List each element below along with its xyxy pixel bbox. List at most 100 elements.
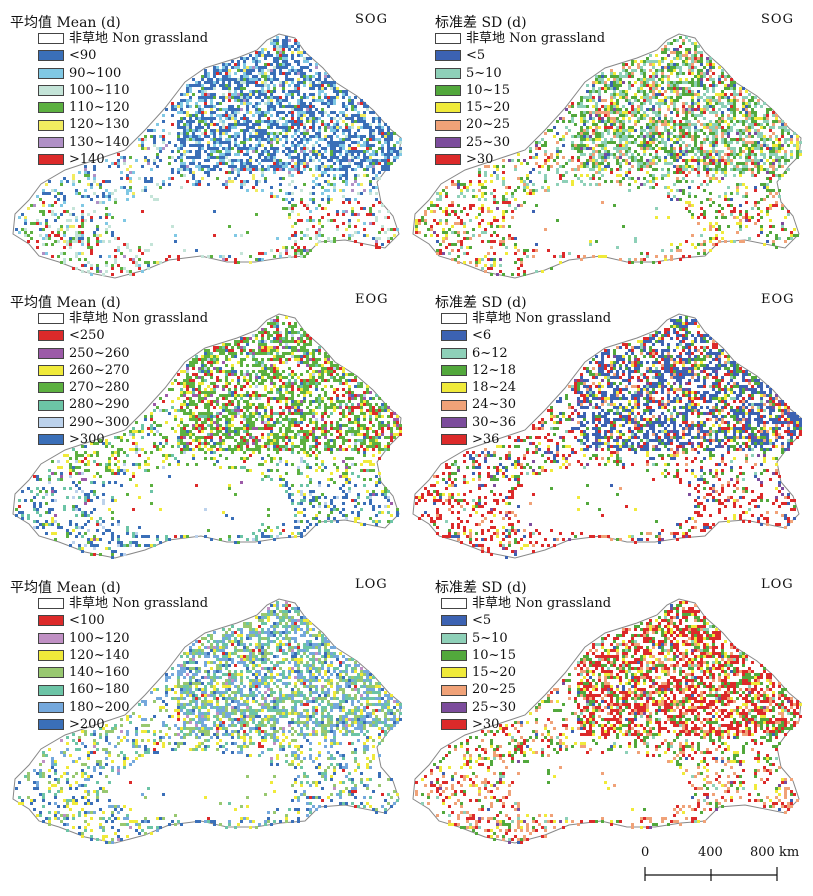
legend-label: 5~10 [466, 65, 502, 81]
legend-swatch [38, 347, 64, 359]
legend-item: >140 [38, 151, 208, 168]
legend-label: >30 [466, 152, 494, 168]
legend-label: <5 [466, 48, 486, 64]
legend-label: 6~12 [472, 345, 508, 361]
legend-label: >300 [69, 432, 105, 448]
grassland-cells [415, 601, 802, 844]
legend-item: 5~10 [441, 630, 611, 647]
panel-code: LOG [761, 577, 794, 592]
legend-label: 10~15 [472, 647, 516, 663]
legend-label: 30~36 [472, 414, 516, 430]
legend-item: 110~120 [38, 99, 208, 116]
legend-item: >300 [38, 431, 208, 448]
legend-label: 250~260 [69, 345, 130, 361]
legend-swatch [38, 50, 64, 62]
legend: 非草地 Non grassland <100 100~120 120~140 140~1… [38, 595, 208, 733]
legend-swatch [441, 434, 467, 446]
legend-label: 290~300 [69, 414, 130, 430]
legend-label: 120~130 [69, 117, 130, 133]
map-panel-sog-sd: 标准差 SD (d) SOG 非草地 Non grassland <5 5~10 10… [405, 10, 805, 295]
panel-title: 平均值 Mean (d) [10, 295, 121, 311]
legend-item: 6~12 [441, 345, 611, 362]
legend-item: 140~160 [38, 664, 208, 681]
legend-label: 110~120 [69, 100, 130, 116]
legend-item: 18~24 [441, 379, 611, 396]
legend-swatch [435, 67, 461, 79]
legend-swatch [441, 684, 467, 696]
legend-swatch [435, 154, 461, 166]
legend-label: 280~290 [69, 397, 130, 413]
legend-label: >36 [472, 432, 500, 448]
legend-label: 非草地 Non grassland [69, 311, 209, 326]
legend-item: <90 [38, 47, 208, 64]
panel-code: SOG [761, 12, 794, 27]
legend-item: 非草地 Non grassland [38, 30, 208, 47]
legend-item: <5 [435, 47, 605, 64]
scale-bar: 0 400 800 km [630, 843, 810, 893]
legend-item: 10~15 [435, 82, 605, 99]
legend-item: <6 [441, 327, 611, 344]
panel-title: 标准差 SD (d) [435, 580, 527, 596]
scale-label-0: 0 [641, 845, 650, 860]
legend-item: 250~260 [38, 345, 208, 362]
legend-label: 25~30 [472, 699, 516, 715]
panel-code: LOG [355, 577, 388, 592]
grassland-cells [415, 316, 802, 559]
legend-item: 25~30 [435, 134, 605, 151]
scale-label-400: 400 [698, 845, 723, 860]
legend-swatch [441, 330, 467, 342]
legend-swatch [38, 330, 64, 342]
legend-label: 非草地 Non grassland [472, 596, 612, 611]
legend-item: 12~18 [441, 362, 611, 379]
legend-swatch [38, 33, 64, 45]
legend-item: <100 [38, 612, 208, 629]
legend-label: 100~120 [69, 630, 130, 646]
legend-swatch [435, 33, 461, 45]
legend-item: 180~200 [38, 699, 208, 716]
legend-swatch [441, 399, 467, 411]
panel-title: 平均值 Mean (d) [10, 580, 121, 596]
legend-swatch [435, 85, 461, 97]
scale-label-800: 800 km [750, 845, 800, 860]
panel-code: EOG [761, 292, 795, 307]
legend-label: 20~25 [466, 117, 510, 133]
legend-swatch [435, 119, 461, 131]
legend-item: 100~110 [38, 82, 208, 99]
legend-swatch [441, 667, 467, 679]
legend-item: 20~25 [441, 681, 611, 698]
legend-item: 20~25 [435, 116, 605, 133]
legend-label: 5~10 [472, 630, 508, 646]
legend-label: <5 [472, 613, 492, 629]
legend-swatch [38, 119, 64, 131]
panel-code: SOG [355, 12, 388, 27]
legend-item: 非草地 Non grassland [38, 595, 208, 612]
legend-item: 130~140 [38, 134, 208, 151]
legend-item: 25~30 [441, 699, 611, 716]
legend-item: 非草地 Non grassland [38, 310, 208, 327]
legend-swatch [38, 701, 64, 713]
legend-label: 24~30 [472, 397, 516, 413]
legend-item: <5 [441, 612, 611, 629]
legend-swatch [441, 313, 467, 325]
legend-item: 5~10 [435, 65, 605, 82]
legend-label: <6 [472, 328, 492, 344]
legend-item: 120~140 [38, 647, 208, 664]
legend-label: 260~270 [69, 362, 130, 378]
legend-label: 10~15 [466, 82, 510, 98]
legend-swatch [38, 650, 64, 662]
scale-bar-graphic [644, 867, 778, 881]
legend-swatch [38, 416, 64, 428]
map-eog-mean [12, 313, 402, 559]
legend-label: 12~18 [472, 362, 516, 378]
legend-label: 15~20 [472, 665, 516, 681]
legend: 非草地 Non grassland <90 90~100 100~110 110~120… [38, 30, 208, 168]
map-sog-mean [12, 33, 402, 279]
legend-swatch [38, 102, 64, 114]
legend-swatch [441, 615, 467, 627]
legend-label: 270~280 [69, 380, 130, 396]
legend-label: 15~20 [466, 100, 510, 116]
panel-title: 标准差 SD (d) [435, 15, 527, 31]
grassland-cells [15, 36, 402, 276]
legend-item: 270~280 [38, 379, 208, 396]
legend: 非草地 Non grassland <250 250~260 260~270 270~2… [38, 310, 208, 448]
